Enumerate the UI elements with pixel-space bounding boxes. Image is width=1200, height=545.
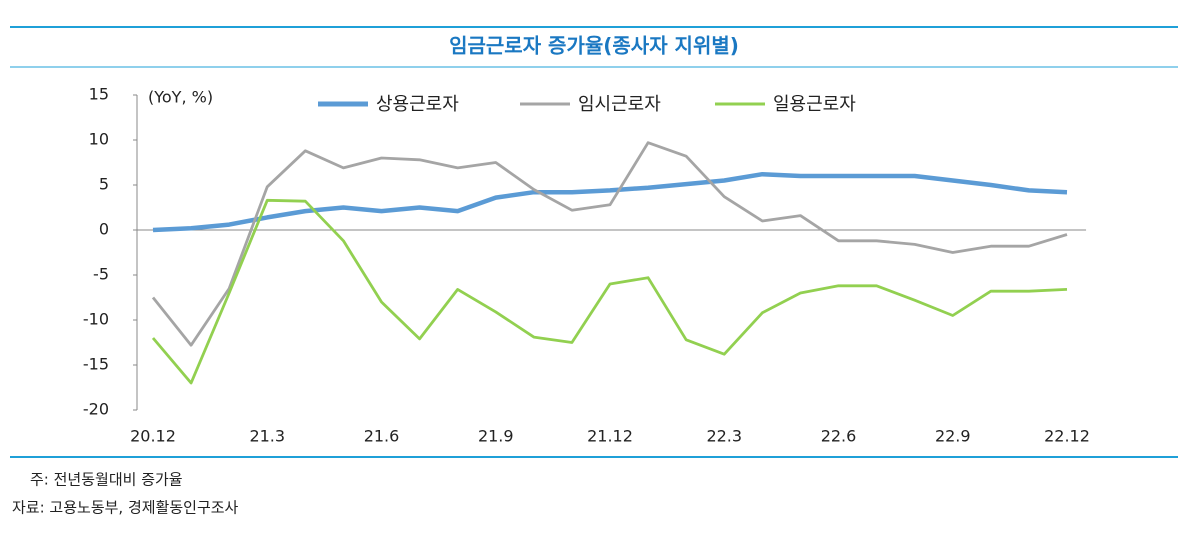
- x-tick-label: 22.12: [1044, 427, 1090, 446]
- series-line: [151, 198, 1068, 385]
- note: 주: 전년동월대비 증가율: [30, 471, 183, 489]
- legend-label: 임시근로자: [578, 94, 661, 115]
- legend-label: 일용근로자: [773, 94, 856, 115]
- x-tick-label: 21.3: [249, 427, 285, 446]
- y-tick-label: -5: [93, 265, 109, 284]
- x-tick-label: 20.12: [130, 427, 176, 446]
- x-tick-label: 22.3: [706, 427, 742, 446]
- legend-label: 상용근로자: [376, 94, 459, 115]
- series-line: [151, 141, 1068, 347]
- x-tick-label: 21.6: [364, 427, 400, 446]
- x-tick-label: 21.9: [478, 427, 514, 446]
- y-axis-label: (YoY, %): [148, 88, 213, 107]
- x-tick-label: 21.12: [587, 427, 633, 446]
- x-tick-label: 22.9: [935, 427, 971, 446]
- chart-title: 임금근로자 증가율(종사자 지위별): [449, 34, 739, 58]
- y-tick-label: 0: [99, 220, 109, 239]
- y-tick-label: -15: [83, 355, 109, 374]
- y-tick-label: 5: [99, 175, 109, 194]
- note: 자료: 고용노동부, 경제활동인구조사: [12, 499, 239, 517]
- y-tick-label: -20: [83, 400, 109, 419]
- y-tick-label: 10: [89, 130, 109, 149]
- y-tick-label: 15: [89, 85, 109, 104]
- series-line: [152, 171, 1068, 233]
- y-tick-label: -10: [83, 310, 109, 329]
- x-tick-label: 22.6: [821, 427, 857, 446]
